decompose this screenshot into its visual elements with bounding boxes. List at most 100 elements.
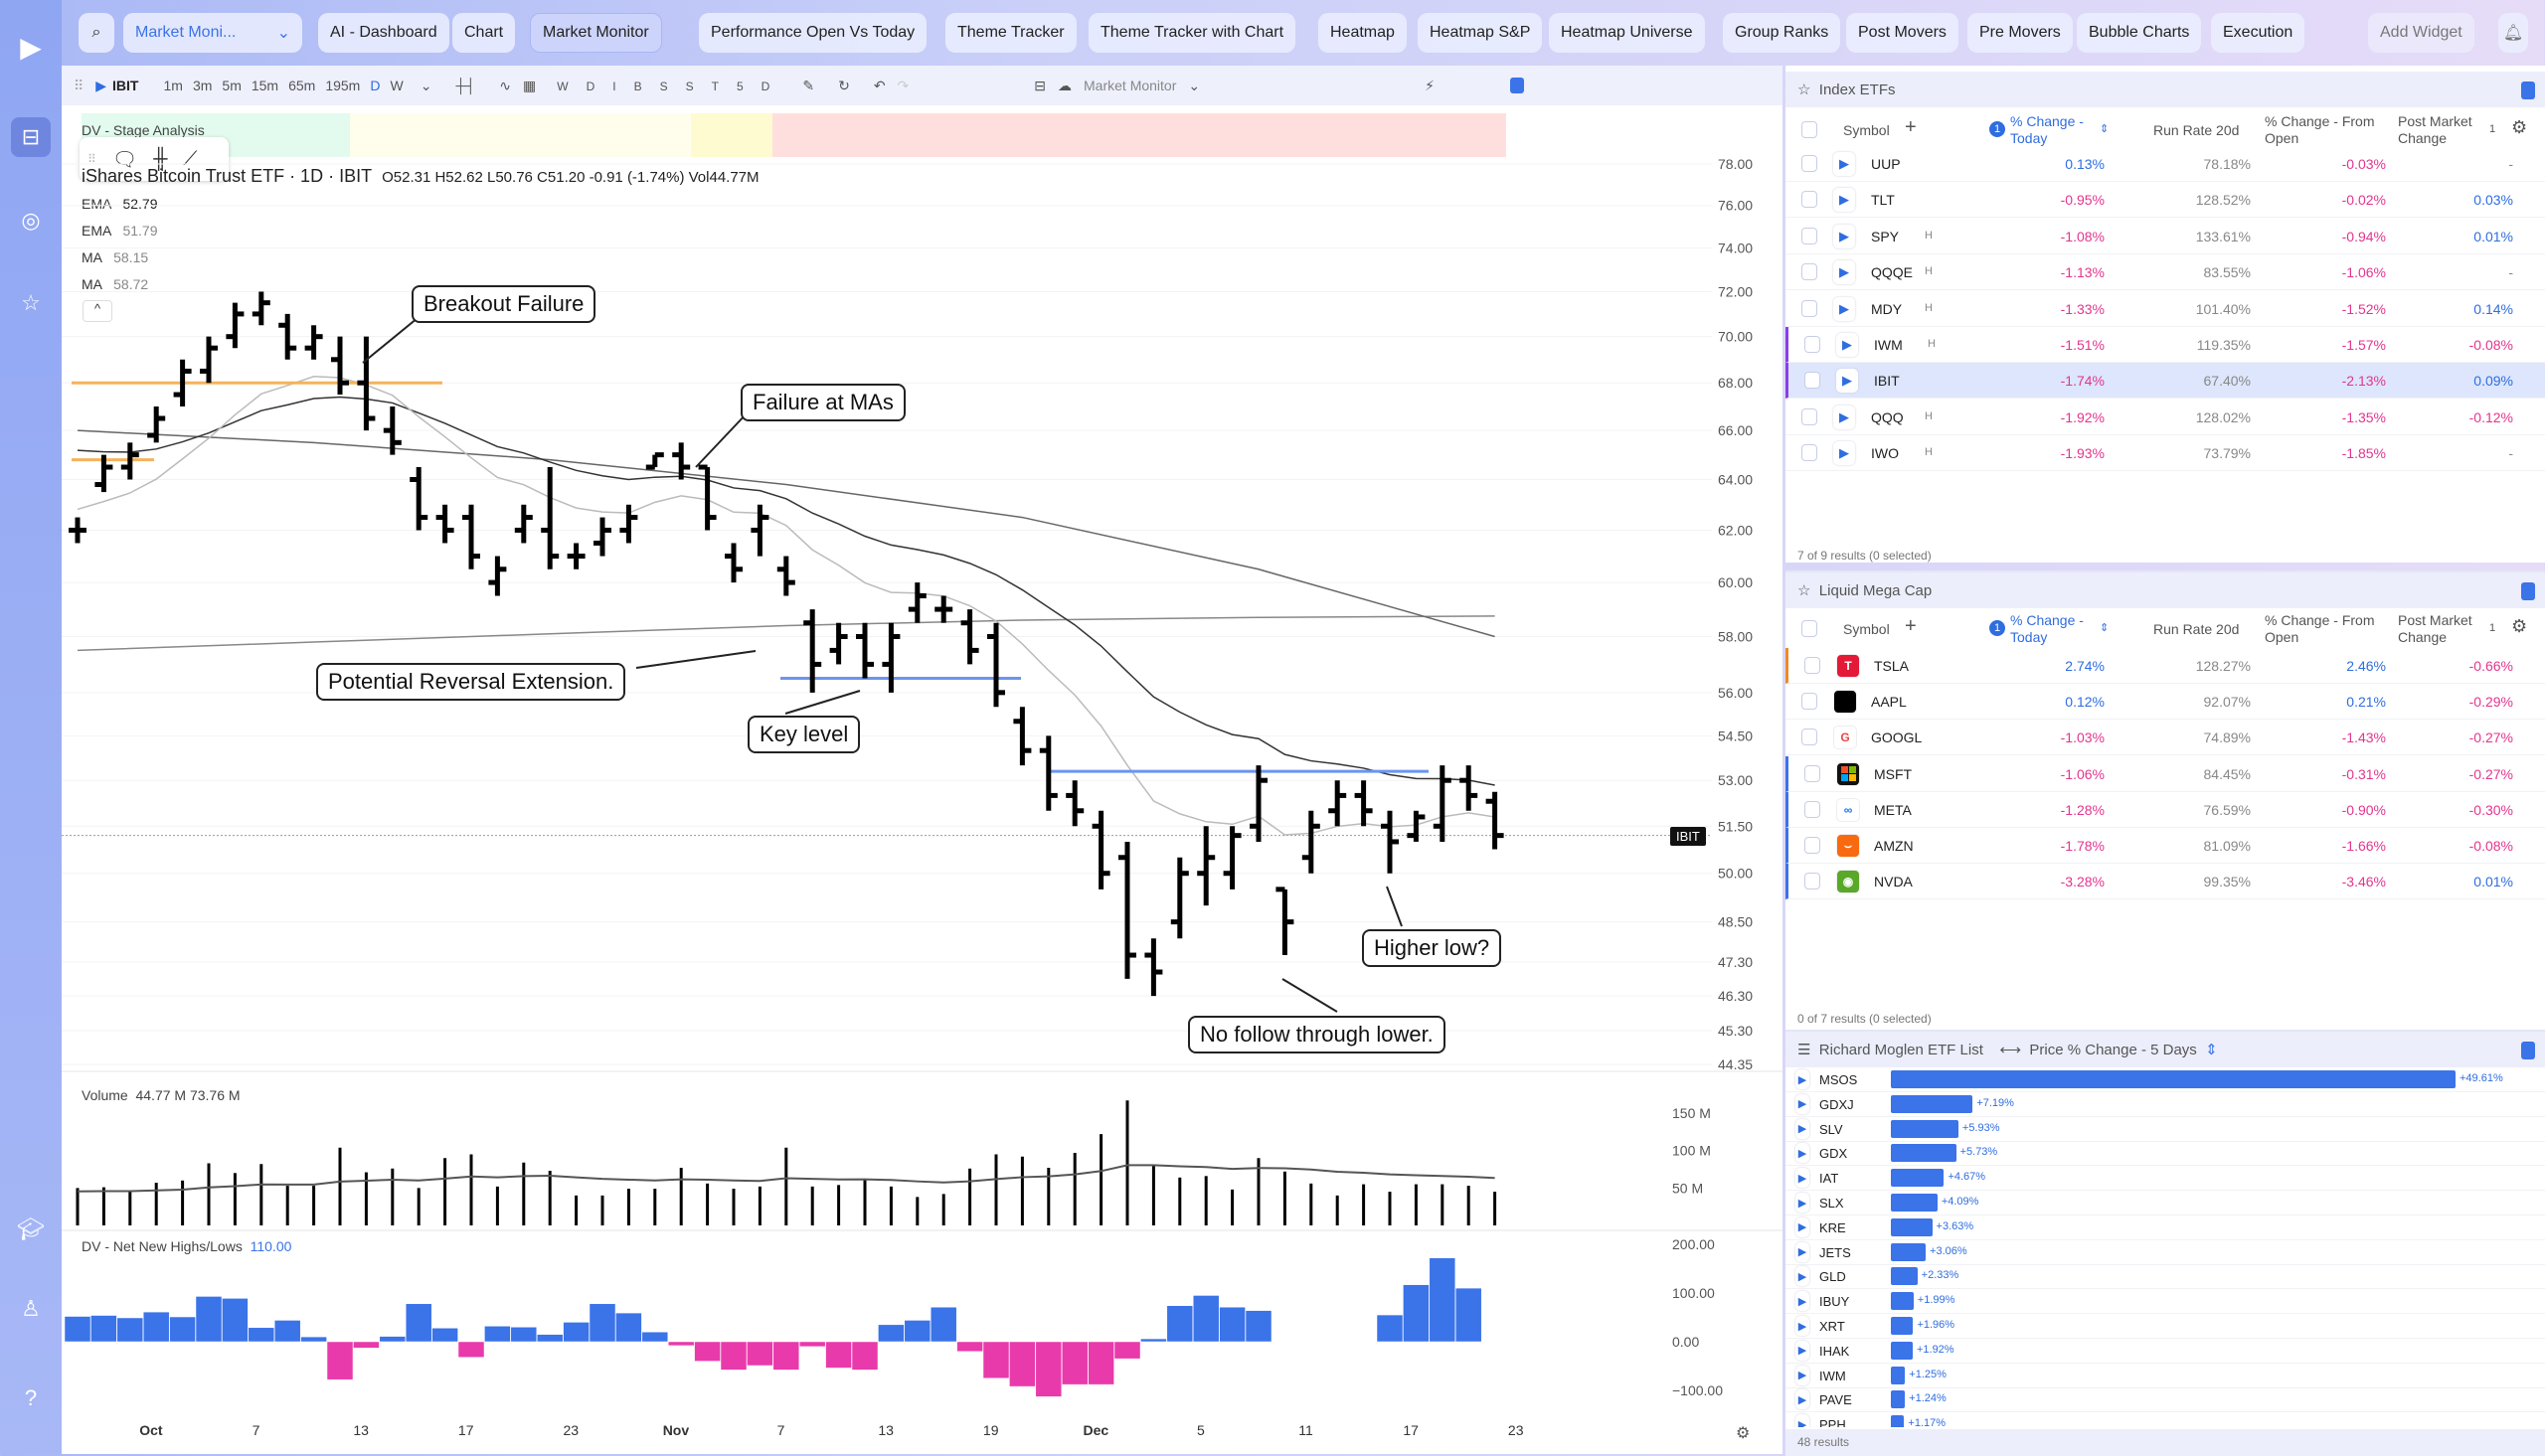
tab-ai-dashboard[interactable]: AI - Dashboard xyxy=(318,13,449,53)
tab-theme-tracker-with-chart[interactable]: Theme Tracker with Chart xyxy=(1089,13,1296,53)
chart-settings-icon[interactable]: ⚙ xyxy=(1736,1425,1751,1442)
interval-3m[interactable]: 3m xyxy=(192,78,213,93)
list-item[interactable]: ▶ PAVE +1.24% xyxy=(1785,1387,2545,1413)
interval-5m[interactable]: 5m xyxy=(222,78,242,93)
play-icon[interactable]: ▶ xyxy=(1833,224,1855,248)
interval-D[interactable]: D xyxy=(370,78,381,93)
table-row[interactable]: MSFT -1.06% 84.45% -0.31% -0.27% xyxy=(1785,755,2545,792)
play-icon[interactable]: ▶ xyxy=(1833,296,1855,321)
price-chart[interactable]: 78.0076.0074.0072.0070.0068.0066.0064.00… xyxy=(62,105,1782,1454)
tab-pre-movers[interactable]: Pre Movers xyxy=(1967,13,2073,53)
quick-button[interactable]: I xyxy=(612,80,616,93)
play-icon[interactable]: ▶ xyxy=(1833,152,1855,176)
row-checkbox[interactable] xyxy=(1801,191,1817,209)
play-icon[interactable]: ▶ xyxy=(1836,369,1858,394)
table-row[interactable]: ▶ UUP 0.13% 78.18% -0.03% - xyxy=(1785,146,2545,182)
quick-button[interactable]: 5 xyxy=(736,80,744,93)
star-icon[interactable]: ☆ xyxy=(1797,582,1811,599)
column-header-post-market[interactable]: Post Market Change xyxy=(2398,113,2472,146)
dashboard-icon[interactable]: ⊟ xyxy=(11,117,51,157)
play-icon[interactable]: ▶ xyxy=(1795,1340,1809,1361)
row-checkbox[interactable] xyxy=(1801,444,1817,462)
tab-execution[interactable]: Execution xyxy=(2211,13,2305,53)
row-checkbox[interactable] xyxy=(1801,728,1817,746)
play-icon[interactable]: ▶ xyxy=(1795,1143,1809,1164)
play-icon[interactable]: ▶ xyxy=(1833,188,1855,213)
row-checkbox[interactable] xyxy=(1801,227,1817,244)
play-icon[interactable]: ▶ xyxy=(1795,1241,1809,1262)
play-icon[interactable]: ▶ xyxy=(1795,1266,1809,1287)
quick-button[interactable]: B xyxy=(633,80,642,93)
play-icon[interactable]: ▶ xyxy=(1795,1069,1809,1089)
list-item[interactable]: ▶ SLV +5.93% xyxy=(1785,1117,2545,1142)
interval-W[interactable]: W xyxy=(390,78,404,93)
row-checkbox[interactable] xyxy=(1801,263,1817,281)
add-symbol-icon[interactable]: + xyxy=(1905,615,1917,637)
sort-icon[interactable]: ⇕ xyxy=(2205,1042,2218,1058)
quick-button[interactable]: T xyxy=(711,80,719,93)
star-icon[interactable]: ☆ xyxy=(1797,81,1811,98)
list-item[interactable]: ▶ GDX +5.73% xyxy=(1785,1141,2545,1167)
symbol-input[interactable]: IBIT xyxy=(112,78,139,93)
list-item[interactable]: ▶ IWM +1.25% xyxy=(1785,1364,2545,1388)
user-icon[interactable]: ♙ xyxy=(21,1296,41,1321)
pencil-icon[interactable]: ✎ xyxy=(802,77,815,93)
play-icon[interactable]: ▶ xyxy=(1795,1168,1809,1189)
interval-1m[interactable]: 1m xyxy=(163,78,183,93)
tab-heatmap-universe[interactable]: Heatmap Universe xyxy=(1549,13,1705,53)
tab-bubble-charts[interactable]: Bubble Charts xyxy=(2077,13,2202,53)
quick-button[interactable]: S xyxy=(659,80,668,93)
list-item[interactable]: ▶ GLD +2.33% xyxy=(1785,1264,2545,1290)
workspace-select[interactable]: Market Moni... ⌄ xyxy=(123,13,302,53)
table-row[interactable]: ▶ IBIT -1.74% 67.40% -2.13% 0.09% xyxy=(1785,363,2545,400)
radar-icon[interactable]: ◎ xyxy=(21,208,41,233)
row-checkbox[interactable] xyxy=(1801,407,1817,425)
indicators-icon[interactable]: ∿ xyxy=(499,77,512,93)
drag-handle[interactable]: ⠿ xyxy=(87,152,96,166)
redo-icon[interactable]: ↷ xyxy=(897,77,910,93)
quick-button[interactable]: D xyxy=(761,80,770,93)
table-row[interactable]: ⌣ AMZN -1.78% 81.09% -1.66% -0.08% xyxy=(1785,828,2545,864)
play-icon[interactable]: ▶ xyxy=(1795,1093,1809,1114)
chevron-down-icon[interactable]: ⌄ xyxy=(1188,77,1201,93)
table-row[interactable]: G GOOGL -1.03% 74.89% -1.43% -0.27% xyxy=(1785,720,2545,756)
table-row[interactable]: AAPL 0.12% 92.07% 0.21% -0.29% xyxy=(1785,684,2545,721)
settings-gear-icon[interactable]: ⚙ xyxy=(2511,616,2528,636)
play-icon[interactable]: ▶ xyxy=(1795,1389,1809,1410)
list-item[interactable]: ▶ IAT +4.67% xyxy=(1785,1166,2545,1192)
comment-icon[interactable]: 🗨︎ xyxy=(111,148,138,171)
tab-performance-open-vs-today[interactable]: Performance Open Vs Today xyxy=(699,13,928,53)
layout-icon[interactable]: ⊟ xyxy=(1034,77,1047,93)
list-item[interactable]: ▶ GDXJ +7.19% xyxy=(1785,1092,2545,1117)
tab-group-ranks[interactable]: Group Ranks xyxy=(1723,13,1841,53)
row-checkbox[interactable] xyxy=(1804,837,1820,854)
row-checkbox[interactable] xyxy=(1801,155,1817,172)
row-checkbox[interactable] xyxy=(1801,299,1817,317)
column-header-change-today[interactable]: % Change - Today xyxy=(2010,113,2084,146)
chevron-down-icon[interactable]: ⌄ xyxy=(420,77,432,93)
tab-post-movers[interactable]: Post Movers xyxy=(1846,13,1958,53)
list-item[interactable]: ▶ KRE +3.63% xyxy=(1785,1215,2545,1240)
link-color-button[interactable] xyxy=(1509,78,1524,93)
add-symbol-icon[interactable]: + xyxy=(1905,116,1917,138)
column-header-post-market[interactable]: Post Market Change xyxy=(2398,612,2472,645)
list-item[interactable]: ▶ SLX +4.09% xyxy=(1785,1191,2545,1215)
quick-button[interactable]: S xyxy=(685,80,694,93)
metric-select[interactable]: Price % Change - 5 Days xyxy=(2029,1041,2197,1058)
tab-market-monitor[interactable]: Market Monitor xyxy=(530,13,662,53)
refresh-icon[interactable]: ↻ xyxy=(838,77,850,93)
column-header-from-open[interactable]: % Change - From Open xyxy=(2265,612,2375,645)
column-header-symbol[interactable]: Symbol xyxy=(1843,621,1890,637)
table-row[interactable]: T TSLA 2.74% 128.27% 2.46% -0.66% xyxy=(1785,648,2545,684)
table-row[interactable]: ▶ IWM H -1.51% 119.35% -1.57% -0.08% xyxy=(1785,327,2545,363)
bar-style-icon[interactable]: ┼┤ xyxy=(455,78,476,93)
column-header-from-open[interactable]: % Change - From Open xyxy=(2265,113,2375,146)
search-button[interactable]: ⌕ xyxy=(79,13,114,53)
column-header-run-rate[interactable]: Run Rate 20d xyxy=(2153,122,2240,138)
play-icon[interactable]: ▶ xyxy=(1795,1216,1809,1237)
row-checkbox[interactable] xyxy=(1804,657,1820,674)
play-icon[interactable]: ▶ xyxy=(1795,1316,1809,1336)
link-color-button[interactable] xyxy=(2521,582,2535,600)
row-checkbox[interactable] xyxy=(1804,873,1820,890)
link-color-button[interactable] xyxy=(2521,81,2535,99)
